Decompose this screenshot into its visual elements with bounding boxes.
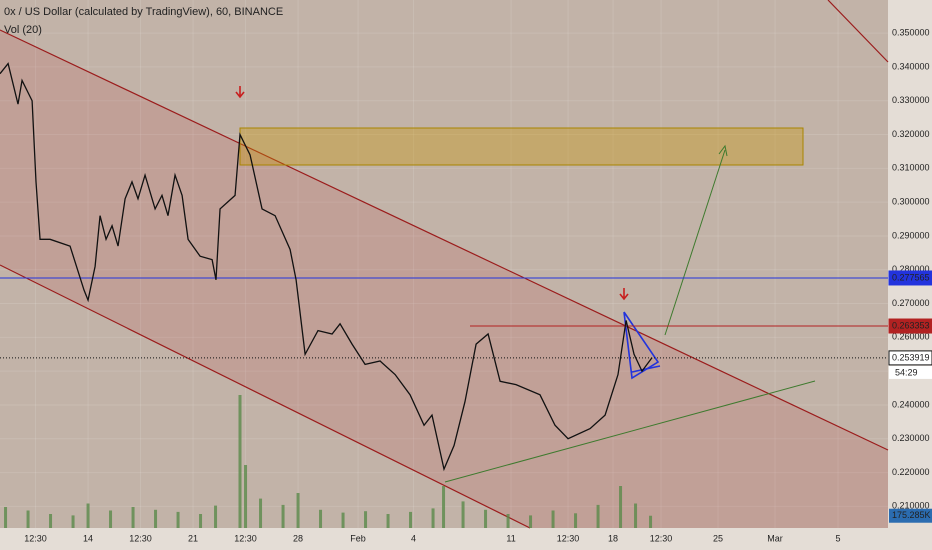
volume-bar (214, 505, 218, 528)
volume-bar (386, 514, 390, 528)
price-tag-label: 0.263353 (892, 320, 930, 330)
countdown: 54:29 (895, 367, 918, 377)
volume-bar (506, 514, 510, 528)
volume-bar (199, 514, 203, 528)
resistance-zone (239, 127, 804, 166)
volume-bar (634, 503, 638, 528)
x-tick-label: 12:30 (557, 533, 580, 543)
y-tick-label: 0.230000 (892, 433, 930, 443)
volume-bar (109, 510, 113, 528)
x-tick-label: 25 (713, 533, 723, 543)
channel-bottom (0, 264, 531, 529)
chart-title: 0x / US Dollar (calculated by TradingVie… (4, 6, 283, 18)
indicator-label: Vol (20) (4, 24, 42, 36)
volume-bar (574, 513, 578, 528)
x-tick-label: 5 (836, 533, 841, 543)
price-tag-label: 0.277565 (892, 272, 930, 282)
y-tick-label: 0.320000 (892, 129, 930, 139)
x-tick-label: 18 (608, 533, 618, 543)
trend-line (827, 0, 889, 63)
volume-bar (619, 486, 623, 528)
volume-bar (484, 509, 488, 528)
y-tick-label: 0.240000 (892, 399, 930, 409)
countdown-tag (889, 365, 932, 379)
volume-bar (131, 507, 135, 528)
volume-tag (889, 508, 932, 523)
volume-bar (551, 510, 555, 528)
volume-bar (281, 504, 285, 528)
price-tag (888, 270, 932, 286)
x-tick-label: 12:30 (129, 533, 152, 543)
y-tick-label: 0.210000 (892, 501, 930, 511)
volume-bar (442, 486, 446, 528)
y-tick-label: 0.290000 (892, 230, 930, 240)
x-tick-label: 4 (411, 533, 416, 543)
marker-arrow (235, 86, 245, 99)
x-tick-label: Feb (350, 533, 366, 543)
target-arrow (664, 149, 726, 336)
volume-bar (26, 510, 30, 528)
volume-bar (364, 511, 368, 528)
volume-bar (296, 493, 300, 528)
y-tick-label: 0.300000 (892, 197, 930, 207)
time-axis (0, 528, 932, 550)
price-tag-label: 0.253919 (892, 352, 930, 362)
volume-bar (431, 508, 435, 528)
x-tick-label: 14 (83, 533, 93, 543)
volume-bar (341, 512, 345, 528)
volume-bar (649, 515, 653, 528)
price-line-series (0, 62, 653, 472)
grid (0, 0, 888, 528)
volume-bar (596, 504, 600, 528)
y-tick-label: 0.270000 (892, 298, 930, 308)
volume-bar (244, 465, 248, 528)
x-tick-label: 12:30 (24, 533, 47, 543)
y-tick-label: 0.280000 (892, 264, 930, 274)
volume-bar (319, 509, 323, 528)
y-tick-label: 0.340000 (892, 61, 930, 71)
price-tag (888, 350, 932, 366)
volume-bar (238, 395, 242, 528)
volume-bar (154, 509, 158, 528)
marker-arrow (619, 288, 629, 301)
arrow-head (718, 144, 728, 157)
volume-bar (409, 511, 413, 528)
y-tick-label: 0.330000 (892, 95, 930, 105)
channel-top (0, 29, 889, 451)
volume-bar (461, 501, 465, 528)
y-tick-label: 0.220000 (892, 467, 930, 477)
volume-bar (529, 515, 533, 528)
y-tick-label: 0.260000 (892, 332, 930, 342)
triangle-base (631, 365, 661, 373)
support-line (444, 380, 816, 483)
x-tick-label: Mar (767, 533, 783, 543)
volume-bar (259, 498, 263, 528)
x-tick-label: 12:30 (650, 533, 673, 543)
volume-bar (4, 507, 8, 528)
channel-fill (0, 30, 888, 528)
volume-bar (49, 514, 53, 528)
x-tick-label: 12:30 (234, 533, 257, 543)
x-tick-label: 11 (506, 533, 515, 543)
volume-tag-label: 175.285K (892, 510, 931, 520)
x-tick-label: 21 (188, 533, 198, 543)
volume-bar (71, 515, 75, 528)
y-tick-label: 0.310000 (892, 163, 930, 173)
volume-bar (86, 503, 90, 528)
volume-bar (176, 511, 180, 528)
x-tick-label: 28 (293, 533, 303, 543)
y-tick-label: 0.350000 (892, 28, 930, 38)
price-tag (888, 318, 932, 334)
